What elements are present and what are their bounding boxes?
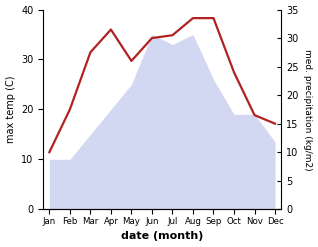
Y-axis label: med. precipitation (kg/m2): med. precipitation (kg/m2) [303, 49, 313, 170]
X-axis label: date (month): date (month) [121, 231, 204, 242]
Y-axis label: max temp (C): max temp (C) [5, 76, 16, 143]
